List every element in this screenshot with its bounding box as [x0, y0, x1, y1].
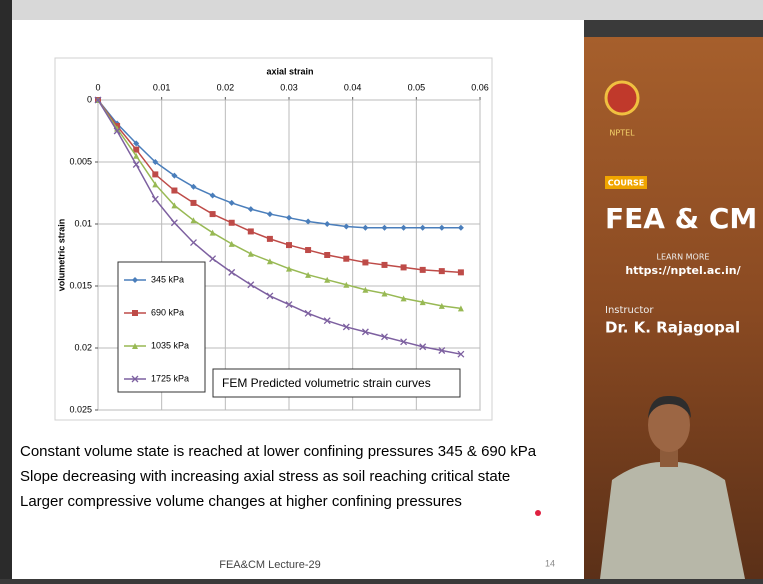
bullet: Constant volume state is reached at lowe…	[20, 443, 537, 460]
marker	[210, 211, 216, 217]
url[interactable]: https://nptel.ac.in/	[625, 264, 741, 277]
bullet: Slope decreasing with increasing axial s…	[20, 468, 510, 485]
instructor-label: Instructor	[605, 305, 654, 316]
marker	[439, 268, 445, 274]
marker	[458, 269, 464, 275]
marker	[324, 252, 330, 258]
logo-text: NPTEL	[609, 129, 635, 138]
x-tick-label: 0.02	[217, 82, 235, 92]
y-tick-label: 0.005	[69, 156, 92, 166]
marker	[420, 267, 426, 273]
bullet: Larger compressive volume changes at hig…	[20, 493, 462, 510]
x-tick-label: 0.03	[280, 82, 298, 92]
marker	[248, 228, 254, 234]
x-tick-label: 0.05	[408, 82, 426, 92]
legend-label: 1725 kPa	[151, 373, 189, 383]
marker	[191, 200, 197, 206]
x-axis-label: axial strain	[266, 66, 313, 76]
marker	[267, 236, 273, 242]
annotation: FEM Predicted volumetric strain curves	[222, 376, 431, 390]
y-tick-label: 0.025	[69, 404, 92, 414]
presenter-body	[600, 462, 745, 579]
x-tick-label: 0.01	[153, 82, 171, 92]
marker	[362, 259, 368, 265]
x-tick-label: 0.04	[344, 82, 362, 92]
legend-label: 345 kPa	[151, 274, 184, 284]
left-strip	[0, 0, 12, 579]
y-axis-label: volumetric strain	[56, 219, 66, 292]
legend-marker	[132, 310, 138, 316]
marker	[152, 171, 158, 177]
y-tick-label: 0.01	[74, 218, 92, 228]
x-tick-label: 0	[95, 82, 100, 92]
learn-more: LEARN MORE	[657, 253, 710, 262]
footer: FEA&CM Lecture-29	[219, 559, 320, 571]
logo-icon	[606, 82, 638, 114]
legend-label: 690 kPa	[151, 307, 184, 317]
y-tick-label: 0.015	[69, 280, 92, 290]
screen: 0 0.01 0.02 0.03 0.04 0.05 0.06 0 0.005 0.01 0.015…	[0, 0, 763, 579]
x-tick-label: 0.06	[471, 82, 489, 92]
slide: 0 0.01 0.02 0.03 0.04 0.05 0.06 0 0.005 0.01 0.015…	[0, 0, 763, 579]
marker	[343, 256, 349, 262]
y-tick-label: 0.02	[74, 342, 92, 352]
legend-label: 1035 kPa	[151, 340, 189, 350]
course-title: FEA & CM	[605, 202, 757, 235]
badge-text: COURSE	[608, 179, 645, 188]
marker	[286, 242, 292, 248]
page-number: 14	[545, 558, 555, 568]
top-bar	[0, 0, 763, 20]
y-tick-label: 0	[87, 94, 92, 104]
instructor-name: Dr. K. Rajagopal	[605, 319, 740, 337]
marker	[171, 188, 177, 194]
marker	[305, 247, 311, 253]
marker	[401, 264, 407, 270]
marker	[229, 220, 235, 226]
marker	[382, 262, 388, 268]
pointer	[535, 510, 541, 516]
